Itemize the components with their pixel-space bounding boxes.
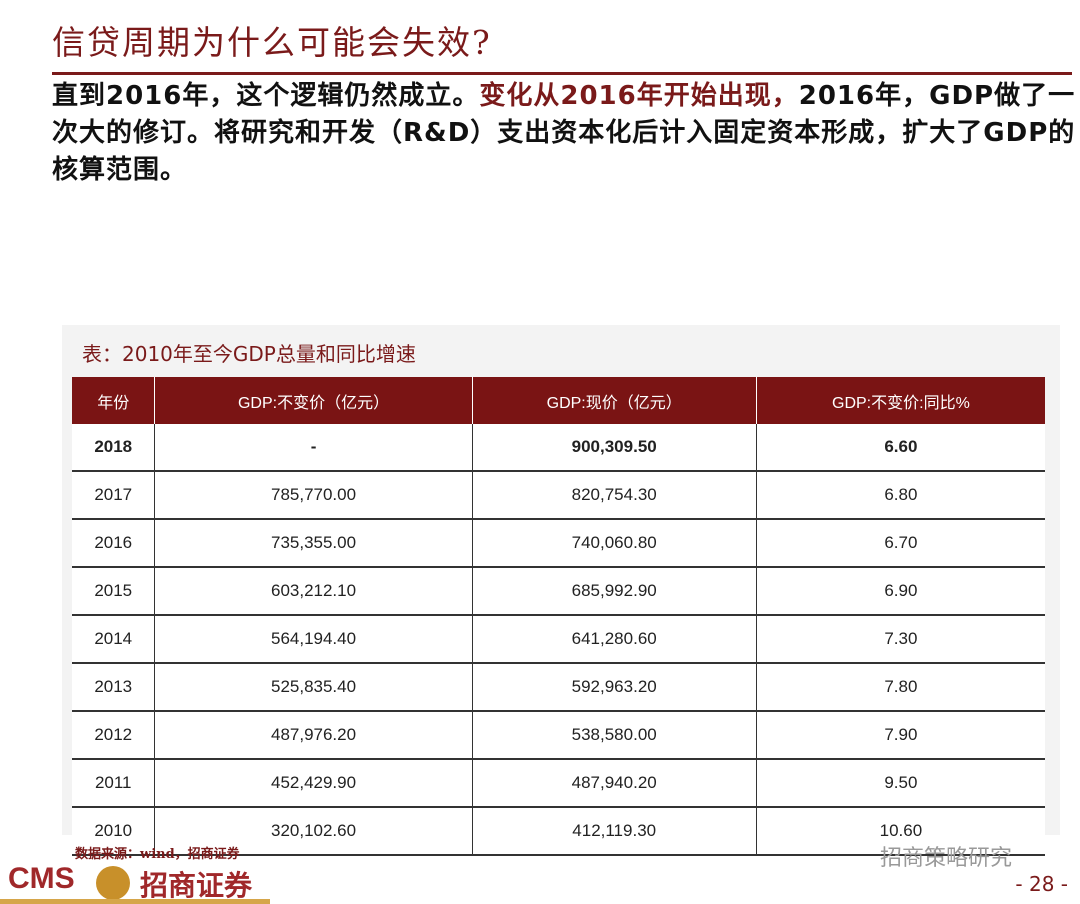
table-cell: 487,940.20: [472, 759, 757, 808]
table-cell: 900,309.50: [472, 424, 757, 472]
table-cell: 7.80: [756, 663, 1045, 712]
table-cell: 538,580.00: [472, 711, 757, 760]
column-header: GDP:现价（亿元）: [472, 377, 757, 424]
table-cell: 2010: [72, 807, 156, 856]
logo-en: CMS: [8, 862, 75, 895]
source-note: 数据来源：wind，招商证券: [75, 847, 240, 862]
table-row: 2011 452,429.90 487,940.20 9.50: [72, 759, 1045, 808]
column-header: GDP:不变价:同比%: [756, 377, 1045, 424]
table-cell: 6.60: [756, 424, 1045, 472]
table-cell: 10.60: [756, 807, 1045, 856]
table-row: 2016 735,355.00 740,060.80 6.70: [72, 519, 1045, 568]
table-cell: 487,976.20: [154, 711, 473, 760]
logo-icon: [96, 866, 130, 900]
table-cell: 412,119.30: [472, 807, 757, 856]
gdp-table: 年份 GDP:不变价（亿元） GDP:现价（亿元） GDP:不变价:同比% 2018-9…: [72, 377, 1045, 856]
table-cell: -: [154, 424, 473, 472]
table-cell: 2012: [72, 711, 156, 760]
table-cell: 820,754.30: [472, 471, 757, 520]
table-cell: 7.30: [756, 615, 1045, 664]
table-cell: 6.70: [756, 519, 1045, 568]
table-row: 2015 603,212.10 685,992.90 6.90: [72, 567, 1045, 616]
logo-cn: 招商证券: [140, 869, 253, 902]
table-cell: 603,212.10: [154, 567, 473, 616]
table-cell: 2017: [72, 471, 156, 520]
table-cell: 685,992.90: [472, 567, 757, 616]
table-cell: 2014: [72, 615, 156, 664]
table-cell: 2018: [72, 424, 156, 472]
table-cell: 525,835.40: [154, 663, 473, 712]
table-row: 2013 525,835.40 592,963.20 7.80: [72, 663, 1045, 712]
table-cell: 735,355.00: [154, 519, 473, 568]
table-cell: 6.80: [756, 471, 1045, 520]
page-number: - 28 -: [1015, 872, 1068, 896]
table-cell: 641,280.60: [472, 615, 757, 664]
table-cell: 785,770.00: [154, 471, 473, 520]
paragraph-segment: 2016年，GDP做了一次大的修订。将研究和开发（R&D）支出资本化后计入固定资…: [52, 81, 1076, 185]
table-row: 2014 564,194.40 641,280.60 7.30: [72, 615, 1045, 664]
table-cell: 592,963.20: [472, 663, 757, 712]
footer-bar: [0, 899, 270, 904]
table-cell: 740,060.80: [472, 519, 757, 568]
table-cell: 7.90: [756, 711, 1045, 760]
table-row: 2010 320,102.60 412,119.30 10.60: [72, 807, 1045, 856]
table-row: 2018-900,309.50 6.60: [72, 424, 1045, 472]
watermark: 招商策略研究: [880, 846, 1013, 871]
table-cell: 564,194.40: [154, 615, 473, 664]
header-row: 年份 GDP:不变价（亿元） GDP:现价（亿元） GDP:不变价:同比%: [72, 377, 1045, 424]
table-cell: 2016: [72, 519, 156, 568]
column-header: 年份: [72, 377, 156, 424]
table-title: 表：2010年至今GDP总量和同比增速: [82, 342, 416, 366]
title-rule: [52, 72, 1072, 75]
table-cell: 2015: [72, 567, 156, 616]
table-cell: 2011: [72, 759, 156, 808]
table-cell: 320,102.60: [154, 807, 473, 856]
column-header: GDP:不变价（亿元）: [154, 377, 473, 424]
table-row: 2017 785,770.00 820,754.30 6.80: [72, 471, 1045, 520]
table-cell: 9.50: [756, 759, 1045, 808]
paragraph-segment: 变化从2016年开始出现，: [479, 81, 799, 111]
table-row: 2012 487,976.20 538,580.00 7.90: [72, 711, 1045, 760]
table-cell: 6.90: [756, 567, 1045, 616]
table-cell: 452,429.90: [154, 759, 473, 808]
slide-title: 信贷周期为什么可能会失效?: [52, 23, 492, 62]
table-cell: 2013: [72, 663, 156, 712]
paragraph-segment: 直到2016年，这个逻辑仍然成立。: [52, 81, 480, 111]
body-paragraph: 直到2016年，这个逻辑仍然成立。变化从2016年开始出现，2016年，GDP做…: [52, 78, 1077, 189]
